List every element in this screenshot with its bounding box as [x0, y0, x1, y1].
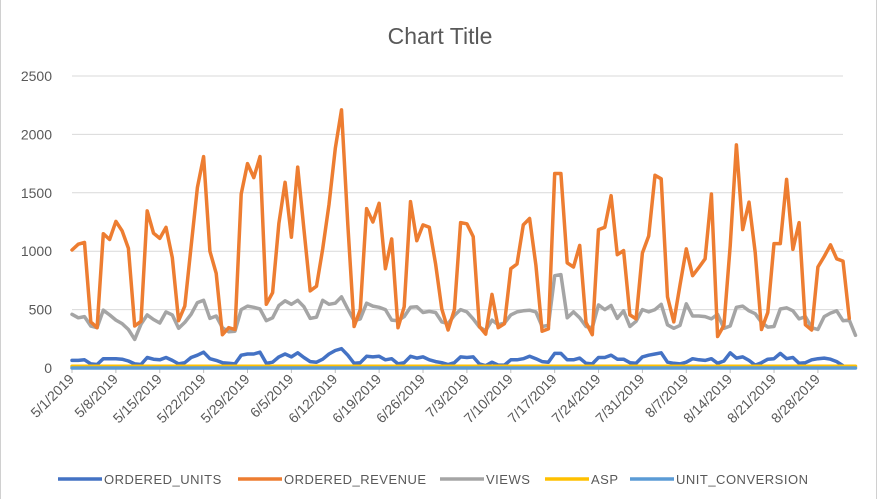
series-lines [70, 108, 858, 370]
y-tick-label: 1500 [21, 185, 52, 201]
gridlines [72, 75, 843, 369]
legend-label: ASP [591, 472, 619, 487]
x-axis-ticks: 5/1/20195/8/20195/15/20195/22/20195/29/2… [27, 368, 823, 426]
y-tick-label: 2500 [21, 68, 52, 84]
legend-item: ORDERED_UNITS [58, 472, 222, 487]
y-tick-label: 1000 [21, 243, 52, 259]
series-line-ordered-units [70, 346, 845, 368]
y-tick-label: 0 [44, 360, 52, 376]
y-tick-label: 500 [29, 302, 53, 318]
legend-label: VIEWS [486, 472, 530, 487]
legend-item: ASP [545, 472, 619, 487]
legend-label: UNIT_CONVERSION [676, 472, 808, 487]
y-axis-ticks: 0 500 1000 1500 2000 2500 [21, 68, 52, 376]
series-line-ordered-revenue [70, 108, 852, 339]
legend: ORDERED_UNITS ORDERED_REVENUE VIEWS ASP UNIT… [58, 472, 808, 487]
y-tick-label: 2000 [21, 126, 52, 142]
legend-item: UNIT_CONVERSION [630, 472, 808, 487]
chart-title: Chart Title [388, 23, 493, 49]
legend-item: VIEWS [440, 472, 530, 487]
x-tick-label: 5/1/2019 [27, 371, 77, 421]
legend-label: ORDERED_UNITS [104, 472, 222, 487]
series-line-views [70, 272, 858, 342]
legend-item: ORDERED_REVENUE [238, 472, 427, 487]
legend-label: ORDERED_REVENUE [284, 472, 427, 487]
